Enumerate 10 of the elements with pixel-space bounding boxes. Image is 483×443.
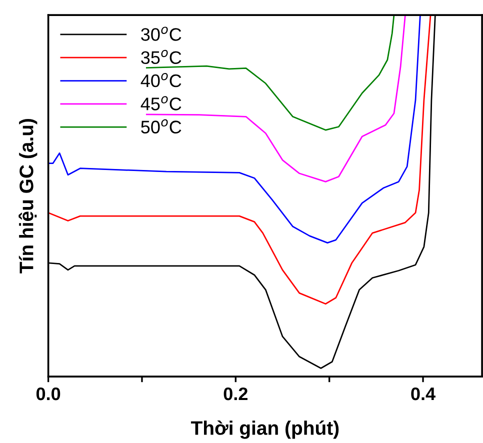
x-tick-label: 0.2 <box>224 387 248 400</box>
x-tick-label: 0.4 <box>411 387 436 400</box>
legend-label: 30$^{o}$C <box>141 26 182 41</box>
legend-label: 50$^{o}$C <box>141 119 182 134</box>
legend-label: 40$^{o}$C <box>140 73 182 88</box>
x-tick-label: 0.0 <box>36 387 60 400</box>
x-axis-title: Thời gian (phút) <box>190 420 339 439</box>
legend-label: 35$^{o}$C <box>141 50 182 64</box>
y-axis-title: Tín hiệu GC (a.u) <box>18 118 38 274</box>
legend-label: 45$^{o}$C <box>140 96 182 110</box>
